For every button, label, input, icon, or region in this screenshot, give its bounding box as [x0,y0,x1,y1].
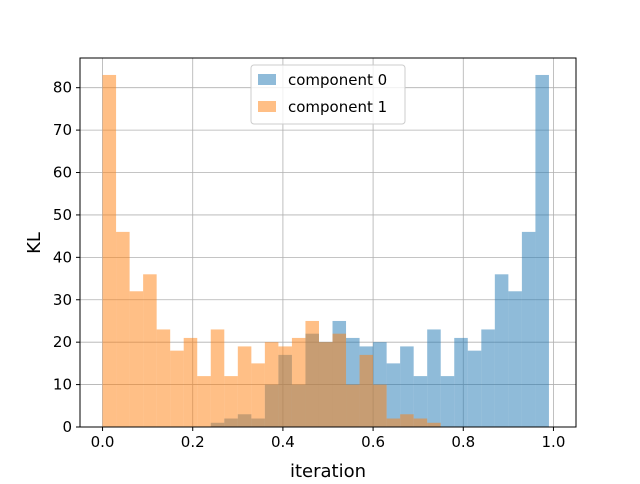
bar-component-1 [386,418,401,427]
bar-component-0 [413,376,428,427]
plot-frame [79,57,577,428]
bar-component-1 [318,342,333,427]
bar-component-0 [454,337,468,427]
bar-component-0 [400,346,414,427]
legend-swatch-component-1 [258,101,276,112]
legend-label-component-0: component 0 [288,71,387,89]
bar-component-1 [251,363,265,427]
x-tick-label: 0.0 [91,433,115,451]
bar-component-1 [102,74,117,427]
y-tick-label: 70 [53,121,72,139]
bar-component-0 [467,350,482,427]
y-tick-label: 30 [53,291,72,309]
bar-component-1 [197,376,211,427]
legend-swatch-component-0 [258,74,276,85]
bars-layer [102,74,549,427]
bar-component-0 [481,329,495,427]
bar-component-1 [413,418,428,427]
x-tick-label: 0.6 [361,433,385,451]
grid-layer [80,58,576,428]
bar-component-1 [373,384,387,427]
x-tick-label: 0.4 [271,433,295,451]
bar-component-1 [156,329,171,427]
y-tick-label: 20 [53,333,72,351]
bar-component-1 [400,414,414,427]
y-tick-label: 50 [53,206,72,224]
bar-component-0 [440,376,455,427]
bar-component-0 [508,291,522,427]
y-tick-label: 40 [53,248,72,266]
bar-component-1 [116,231,130,427]
bar-component-1 [170,350,184,427]
legend-frame [250,64,406,125]
y-tick-label: 0 [62,418,72,436]
bar-component-1 [183,337,198,427]
bar-component-1 [264,342,279,427]
bar-component-1 [278,346,292,427]
legend-label-component-1: component 1 [288,98,387,116]
bar-component-1 [427,422,441,427]
bar-component-1 [237,346,252,427]
bar-component-0 [521,231,536,427]
ticks-layer: 0.0 0.2 0.4 0.6 0.8 1.0 0 10 20 30 40 50 60 70 80 [53,79,565,451]
x-axis-label: iteration [290,461,366,480]
y-tick-label: 60 [53,164,72,182]
y-tick-label: 80 [53,79,72,97]
bar-component-1 [291,337,306,427]
bar-component-0 [386,363,401,427]
legend: component 0 component 1 [250,64,406,125]
bar-component-1 [224,376,238,427]
bar-component-1 [210,329,225,427]
bar-component-1 [305,320,319,427]
x-tick-label: 1.0 [542,433,566,451]
bar-component-0 [427,329,441,427]
bar-component-0 [494,274,509,427]
y-tick-label: 10 [53,376,72,394]
bar-component-1 [143,274,157,427]
x-tick-label: 0.8 [451,433,475,451]
bar-component-1 [346,384,360,427]
y-axis-label: KL [24,232,45,254]
bar-component-1 [359,354,374,427]
bar-component-1 [332,333,347,427]
x-tick-label: 0.2 [181,433,205,451]
bar-component-0 [535,74,549,427]
bar-component-1 [129,291,144,427]
